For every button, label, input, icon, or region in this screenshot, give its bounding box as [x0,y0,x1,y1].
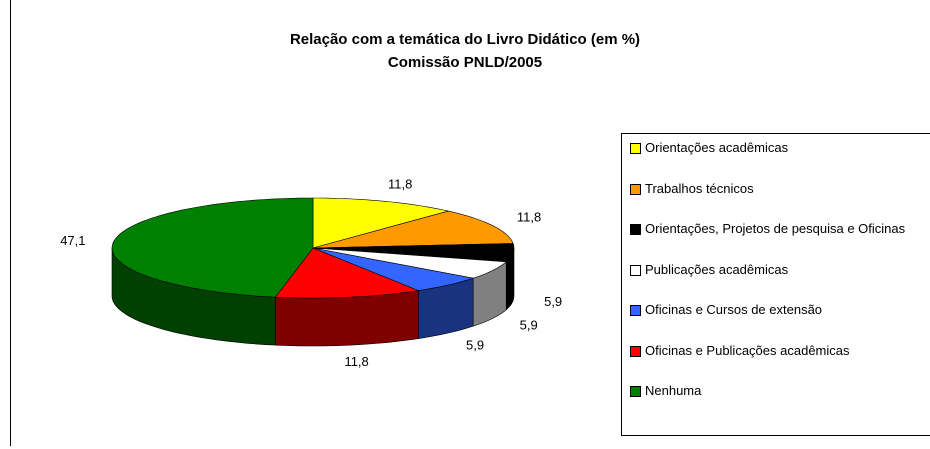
legend-swatch [630,264,641,276]
legend-item: Orientações, Projetos de pesquisa e Ofic… [630,221,930,236]
legend-swatch [630,345,641,357]
legend-item: Oficinas e Publicações acadêmicas [630,343,930,358]
legend-swatch [630,305,641,316]
pie-slice [274,247,420,299]
pie-slice [312,247,474,291]
legend-item: Orientações acadêmicas [630,140,930,155]
legend-item: Publicações acadêmicas [630,262,930,277]
chart-subtitle: Comissão PNLD/2005 [388,54,542,71]
pie-slice [312,243,515,263]
data-label: 5,9 [466,337,484,352]
data-label: 47,1 [60,233,85,248]
legend-item: Oficinas e Cursos de extensão [630,302,930,317]
legend-label: Oficinas e Cursos de extensão [645,302,823,317]
data-label: 5,9 [520,318,538,333]
legend-label: Nenhuma [645,383,702,398]
chart-title: Relação com a temática do Livro Didático… [290,31,640,48]
legend-label: Oficinas e Publicações acadêmicas [645,342,850,358]
legend-label: Publicações acadêmicas [645,261,789,277]
data-label: 11,8 [517,209,541,224]
data-label: 11,8 [388,177,412,192]
legend-swatch [630,143,641,154]
legend-label: Orientações, Projetos de pesquisa e Ofic… [645,221,906,236]
legend: Orientações acadêmicas Trabalhos técnicos… [621,133,930,436]
data-label: 5,9 [544,294,562,309]
legend-item: Nenhuma [630,383,930,398]
pie-slice [312,197,449,249]
legend-swatch [630,183,641,195]
legend-swatch [630,224,641,235]
legend-label: Orientações acadêmicas [645,140,789,155]
data-label: 11,8 [344,354,368,369]
pie-slice [111,197,314,298]
legend-item: Trabalhos técnicos [630,181,930,196]
pie-side [275,290,419,347]
pie-slice [312,210,514,249]
pie-slice [312,247,507,279]
legend-swatch [630,386,641,397]
legend-label: Trabalhos técnicos [645,180,754,196]
